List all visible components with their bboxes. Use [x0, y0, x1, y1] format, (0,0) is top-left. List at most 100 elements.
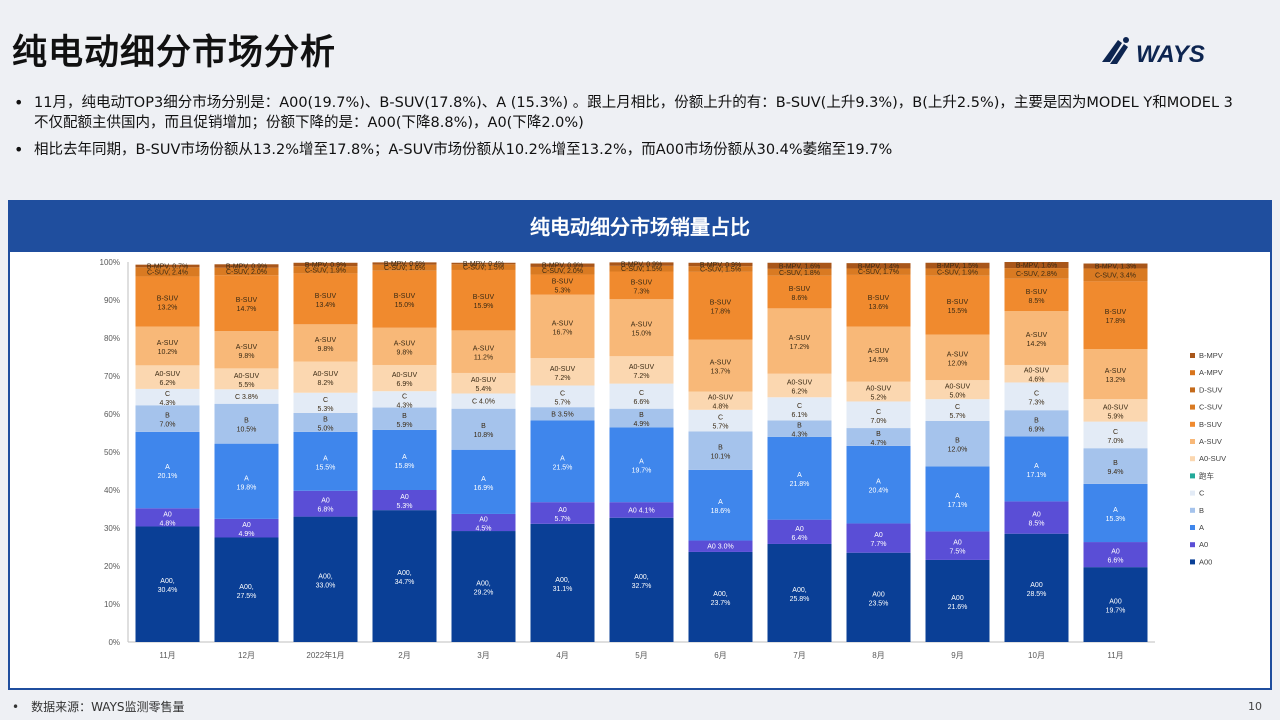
- data-label: B-MPV, 0.6%: [384, 261, 425, 268]
- bar-segment: [609, 265, 674, 272]
- stacked-bar-chart: 0% 10% 20% 30% 40% 50% 60% 70% 80% 90% 100% 11月 12月 2…: [100, 258, 1227, 660]
- data-label: 8.5%: [1029, 521, 1045, 528]
- legend-swatch: [1190, 559, 1195, 565]
- data-label: C-SUV, 1.9%: [305, 267, 346, 274]
- bar-segment: [609, 262, 674, 266]
- bar-segment: [293, 412, 358, 432]
- bar-segment: [451, 393, 516, 409]
- data-label: A-SUV: [789, 335, 811, 342]
- legend-label: D-SUV: [1199, 385, 1222, 394]
- data-label: B-MPV, 0.9%: [542, 263, 583, 270]
- data-label: 13.4%: [316, 302, 336, 309]
- slide-title: 纯电动细分市场分析: [12, 33, 337, 73]
- data-label: A00: [872, 591, 885, 598]
- data-source-footnote: 数据来源：WAYS监测零售量: [12, 698, 184, 715]
- bar-segment: [846, 274, 911, 327]
- data-label: C 3.8%: [235, 394, 258, 401]
- bar-segment: [767, 543, 832, 642]
- bar-segment: [214, 537, 279, 642]
- bar-segment: [846, 445, 911, 524]
- bar-segment: [530, 294, 595, 359]
- data-label: A-SUV: [631, 322, 653, 329]
- ways-logo: WAYS: [1100, 34, 1218, 70]
- data-label: B-MPV, 1.6%: [1016, 263, 1057, 270]
- legend-swatch: [1190, 507, 1195, 513]
- data-label: A0: [558, 507, 567, 514]
- data-label: B-SUV: [473, 294, 495, 301]
- bar-segment: [609, 271, 674, 300]
- bar-segment: [609, 408, 674, 428]
- data-label: B: [639, 412, 644, 419]
- data-label: B: [402, 413, 407, 420]
- data-label: C-SUV, 2.0%: [226, 269, 267, 276]
- data-label: A0 3.0%: [707, 544, 733, 551]
- data-label: 10.5%: [237, 427, 257, 434]
- data-label: C: [876, 409, 881, 416]
- data-label: A0-SUV: [471, 377, 497, 384]
- data-label: 5.7%: [555, 516, 571, 523]
- data-label: A00: [1109, 599, 1122, 606]
- data-label: B-MPV, 1.3%: [1095, 263, 1136, 270]
- data-label: A0: [953, 540, 962, 547]
- bar-segment: [293, 490, 358, 517]
- bar-segment: [135, 365, 200, 389]
- data-label: B: [481, 423, 486, 430]
- bar-segment: [214, 275, 279, 332]
- bar-segment: [925, 268, 990, 276]
- bar-segment: [767, 397, 832, 421]
- bar-segment: [846, 381, 911, 402]
- data-label: A0: [1111, 549, 1120, 556]
- data-label: A00,: [634, 574, 648, 581]
- data-label: A-SUV: [552, 320, 574, 327]
- y-tick-label: 40%: [104, 486, 120, 495]
- data-label: 4.3%: [160, 400, 176, 407]
- data-label: 7.3%: [1029, 399, 1045, 406]
- bar-segment: [767, 262, 832, 269]
- data-label: 9.8%: [397, 349, 413, 356]
- chart-panel: 纯电动细分市场销量占比 0% 10% 20% 30% 40% 50% 60% 70% 80% 90…: [8, 200, 1272, 690]
- data-label: A00,: [713, 591, 727, 598]
- bar-segment: [293, 266, 358, 274]
- data-label: B-MPV, 0.9%: [700, 262, 741, 269]
- data-label: 32.7%: [632, 583, 652, 590]
- data-label: A0: [795, 526, 804, 533]
- data-label: 7.0%: [160, 422, 176, 429]
- data-label: 25.8%: [790, 596, 810, 603]
- bar-segment: [846, 552, 911, 642]
- data-label: 33.0%: [316, 582, 336, 589]
- bar-segment: [1004, 268, 1069, 279]
- bar-segment: [688, 391, 753, 410]
- bar-segment: [451, 513, 516, 532]
- summary-bullets: 11月，纯电动TOP3细分市场分别是：A00(19.7%)、B-SUV(17.8…: [12, 93, 1242, 167]
- bar-segment: [1083, 263, 1148, 269]
- bar-segment: [688, 339, 753, 392]
- bar-segment: [293, 262, 358, 267]
- data-label: 17.2%: [790, 344, 810, 351]
- bar-segment: [1004, 410, 1069, 437]
- bar-segment: [530, 266, 595, 275]
- x-tick-label: 6月: [714, 651, 726, 660]
- data-label: 10.2%: [158, 349, 178, 356]
- data-label: A-SUV: [157, 340, 179, 347]
- data-label: 15.0%: [395, 302, 415, 309]
- bar-segment: [846, 401, 911, 429]
- data-label: C: [165, 391, 170, 398]
- data-label: 5.3%: [397, 503, 413, 510]
- legend-swatch: [1190, 473, 1195, 479]
- data-label: B: [165, 413, 170, 420]
- data-label: B-MPV, 1.4%: [858, 263, 899, 270]
- bar-segment: [451, 330, 516, 373]
- data-label: C: [560, 390, 565, 397]
- bar-segment: [135, 405, 200, 432]
- legend-swatch: [1190, 542, 1195, 548]
- bar-segment: [767, 268, 832, 276]
- data-label: 23.5%: [869, 600, 889, 607]
- bar-segment: [451, 449, 516, 514]
- bar-segment: [925, 275, 990, 335]
- data-label: A0-SUV: [550, 366, 576, 373]
- page-number: 10: [1248, 700, 1262, 713]
- legend-swatch: [1190, 439, 1195, 444]
- data-label: 20.1%: [158, 473, 178, 480]
- legend-swatch: [1190, 353, 1195, 358]
- x-tick-label: 10月: [1028, 651, 1045, 660]
